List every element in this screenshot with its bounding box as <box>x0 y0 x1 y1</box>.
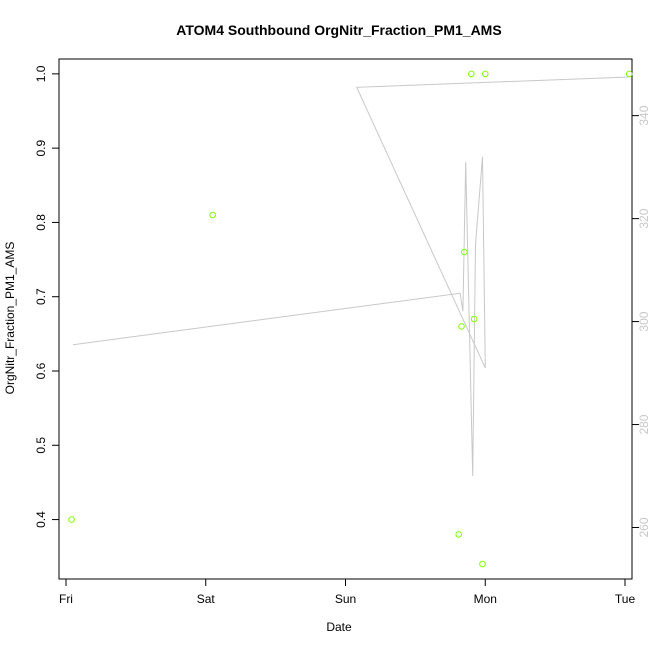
y-tick-label: 0.7 <box>34 288 48 305</box>
x-tick-label: Mon <box>474 592 497 606</box>
scatter-point <box>455 531 463 538</box>
chart-title: ATOM4 Southbound OrgNitr_Fraction_PM1_AM… <box>176 22 501 38</box>
series-layer <box>68 70 633 568</box>
scatter-point <box>458 323 465 330</box>
y2-tick-label: 280 <box>637 414 650 434</box>
y-tick-label: 1.0 <box>34 65 48 82</box>
y-tick-label: 0.9 <box>34 139 48 156</box>
plot-frame <box>58 58 633 580</box>
y-axis: 0.4 0.5 0.6 0.7 0.8 0.9 1.0 <box>34 65 59 528</box>
x-axis: Fri Sat Sun Mon Tue <box>59 578 636 606</box>
x-tick-label: Tue <box>615 592 636 606</box>
y-tick-label: 0.4 <box>34 511 48 528</box>
y2-tick-label: 340 <box>637 105 650 125</box>
scatter-point <box>482 70 489 78</box>
scatter-point <box>68 516 75 523</box>
y-tick-label: 0.5 <box>34 437 48 454</box>
scatter-point <box>209 211 216 219</box>
scatter-point <box>470 315 478 323</box>
y2-axis: 260 280 300 320 340 <box>632 105 650 538</box>
series-line <box>72 76 630 477</box>
scatter-point <box>468 70 475 78</box>
scatter-point <box>479 560 486 568</box>
y-axis-label: OrgNitr_Fraction_PM1_AMS <box>3 242 17 395</box>
x-tick-label: Sun <box>335 592 356 606</box>
x-axis-label: Date <box>326 620 352 634</box>
y2-tick-label: 300 <box>637 311 650 331</box>
x-tick-label: Sat <box>197 592 216 606</box>
scatter-point <box>625 70 633 78</box>
y-tick-label: 0.6 <box>34 362 48 379</box>
y2-tick-label: 320 <box>637 208 650 228</box>
y-tick-label: 0.8 <box>34 214 48 231</box>
scatter-point <box>461 248 468 256</box>
x-tick-label: Fri <box>59 592 73 606</box>
y2-tick-label: 260 <box>637 517 650 537</box>
